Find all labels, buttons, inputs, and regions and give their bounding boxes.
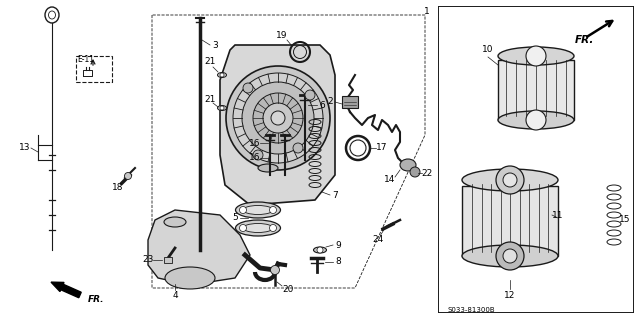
Text: FR.: FR.: [575, 35, 595, 45]
Text: 21: 21: [204, 95, 216, 105]
Ellipse shape: [218, 106, 227, 110]
Text: 12: 12: [504, 291, 516, 300]
Circle shape: [243, 83, 253, 93]
Text: 15: 15: [620, 216, 631, 225]
Circle shape: [293, 143, 303, 153]
Text: 20: 20: [282, 285, 294, 293]
Text: 18: 18: [112, 183, 124, 192]
Text: 5: 5: [232, 213, 238, 222]
Circle shape: [253, 93, 303, 143]
Circle shape: [269, 206, 276, 213]
Circle shape: [263, 103, 293, 133]
Circle shape: [125, 173, 131, 180]
Circle shape: [496, 166, 524, 194]
Text: FR.: FR.: [88, 295, 104, 304]
Text: 13: 13: [19, 144, 31, 152]
Ellipse shape: [218, 72, 227, 78]
Bar: [342, 96, 358, 108]
Ellipse shape: [400, 159, 416, 171]
Circle shape: [239, 225, 246, 232]
Text: 9: 9: [335, 241, 341, 249]
Ellipse shape: [462, 169, 558, 191]
Ellipse shape: [498, 47, 574, 65]
Text: 10: 10: [483, 46, 493, 55]
Circle shape: [233, 73, 323, 163]
Bar: [498, 60, 574, 120]
Ellipse shape: [243, 224, 273, 233]
Circle shape: [269, 225, 276, 232]
Text: 4: 4: [172, 291, 178, 300]
Ellipse shape: [258, 164, 278, 172]
Text: 2: 2: [327, 98, 333, 107]
Text: 1: 1: [424, 8, 430, 17]
Circle shape: [526, 46, 546, 66]
Circle shape: [239, 206, 246, 213]
Bar: [462, 186, 558, 256]
Circle shape: [242, 82, 314, 154]
Text: 7: 7: [332, 190, 338, 199]
Circle shape: [220, 73, 224, 77]
Circle shape: [496, 242, 524, 270]
Text: 16: 16: [249, 138, 260, 147]
Circle shape: [271, 111, 285, 125]
Text: 14: 14: [384, 175, 396, 184]
Circle shape: [503, 249, 517, 263]
Ellipse shape: [462, 245, 558, 267]
Text: 8: 8: [335, 257, 341, 266]
FancyArrow shape: [51, 282, 81, 298]
Ellipse shape: [164, 217, 186, 227]
Text: 11: 11: [552, 211, 564, 219]
Ellipse shape: [165, 267, 215, 289]
Text: 3: 3: [212, 41, 218, 49]
Ellipse shape: [236, 202, 280, 218]
Polygon shape: [220, 45, 335, 205]
Text: E-11: E-11: [77, 55, 94, 64]
Text: 21: 21: [204, 57, 216, 66]
Ellipse shape: [243, 205, 273, 214]
Circle shape: [305, 90, 315, 100]
Text: 24: 24: [372, 235, 383, 244]
Polygon shape: [148, 210, 250, 285]
Text: 19: 19: [276, 31, 288, 40]
Text: 22: 22: [421, 168, 433, 177]
Circle shape: [410, 167, 420, 177]
Ellipse shape: [236, 220, 280, 236]
Text: 23: 23: [142, 256, 154, 264]
Text: S033-81300B: S033-81300B: [448, 307, 495, 313]
Ellipse shape: [498, 111, 574, 129]
Ellipse shape: [314, 247, 326, 253]
Circle shape: [220, 106, 224, 110]
Circle shape: [253, 150, 263, 160]
Text: 17: 17: [376, 144, 388, 152]
Circle shape: [503, 173, 517, 187]
Circle shape: [526, 110, 546, 130]
Text: 6: 6: [319, 100, 325, 109]
Circle shape: [226, 66, 330, 170]
Bar: [164, 257, 172, 263]
Text: 16: 16: [249, 153, 260, 162]
Circle shape: [317, 247, 323, 253]
Circle shape: [271, 265, 280, 275]
Bar: [76, 56, 112, 82]
